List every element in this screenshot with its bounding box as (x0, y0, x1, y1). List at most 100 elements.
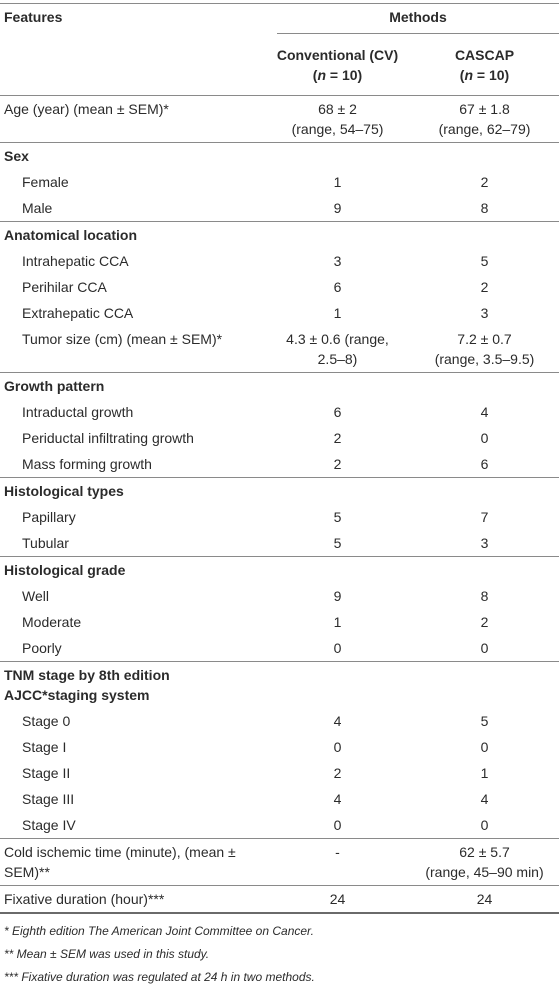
methods-header: Methods (265, 3, 559, 37)
table-row: Stage 0 4 5 (0, 708, 559, 734)
label-line: Perihilar CCA (22, 279, 107, 295)
table-row: Intraductal growth 6 4 (0, 399, 559, 425)
column-n: (n = 10) (265, 65, 410, 85)
column-header-row: Conventional (CV) (n = 10) CASCAP (n = 10) (0, 37, 559, 96)
footnote: *** Fixative duration was regulated at 2… (4, 970, 315, 984)
row-label: Tumor size (cm) (mean ± SEM)* (0, 326, 265, 373)
value-cell (410, 477, 559, 504)
table-row: Stage I 0 0 (0, 734, 559, 760)
row-label: Growth pattern (0, 372, 265, 399)
value-cell: 0 (410, 635, 559, 662)
value-cell (265, 372, 410, 399)
value-line: 1 (333, 305, 342, 321)
n-var: n (464, 67, 474, 83)
value-line: - (335, 844, 340, 860)
column-name: Conventional (CV) (276, 47, 399, 63)
value-cell (265, 661, 410, 708)
value-cell: 62 ± 5.7 (range, 45–90 min) (410, 838, 559, 886)
value-cell: 9 (265, 583, 410, 609)
value-cell: 2 (265, 425, 410, 451)
table-row: Stage IV 0 0 (0, 812, 559, 839)
value-line: 4 (333, 713, 342, 729)
table-row: Well 9 8 (0, 583, 559, 609)
table-row: Poorly 0 0 (0, 635, 559, 662)
value-line: 67 ± 1.8 (459, 101, 510, 117)
column-header: Conventional (CV) (n = 10) (265, 37, 410, 96)
value-cell: 2 (410, 169, 559, 195)
label-line: Tubular (22, 535, 69, 551)
label-line: Periductal infiltrating growth (22, 430, 194, 446)
n-rest: = 10) (473, 67, 510, 83)
row-label: Histological types (0, 477, 265, 504)
value-cell: 1 (265, 609, 410, 635)
label-line: Mass forming growth (22, 456, 152, 472)
value-line: 62 ± 5.7 (459, 844, 510, 860)
value-line: 0 (333, 817, 342, 833)
value-cell (410, 372, 559, 399)
value-cell: 0 (410, 734, 559, 760)
value-line: 24 (329, 891, 346, 907)
table-body: Age (year) (mean ± SEM)* 68 ± 2 (range, 54… (0, 95, 559, 914)
value-line: 3 (333, 253, 342, 269)
value-cell: 5 (410, 248, 559, 274)
row-label: Poorly (0, 635, 265, 662)
table-row: Male 9 8 (0, 195, 559, 222)
table-row: Papillary 5 7 (0, 504, 559, 530)
value-cell: 4 (410, 786, 559, 812)
label-line: Age (year) (mean ± SEM)* (4, 101, 169, 117)
row-label: Well (0, 583, 265, 609)
table-row: Histological grade (0, 556, 559, 583)
row-label: Stage 0 (0, 708, 265, 734)
table-row: Histological types (0, 477, 559, 504)
label-line: Stage I (22, 739, 67, 755)
footnote: * Eighth edition The American Joint Comm… (4, 924, 314, 938)
value-line: 3 (480, 305, 489, 321)
label-line: Growth pattern (4, 378, 105, 394)
value-cell: 1 (265, 169, 410, 195)
table-row: Stage II 2 1 (0, 760, 559, 786)
value-line: 0 (480, 817, 489, 833)
value-line: 2 (333, 765, 342, 781)
value-cell: 3 (410, 300, 559, 326)
label-line: Extrahepatic CCA (22, 305, 134, 321)
value-line: 0 (480, 640, 489, 656)
value-cell: 4 (410, 399, 559, 425)
value-cell: 5 (410, 708, 559, 734)
label-line: Sex (4, 148, 29, 164)
value-line: 4 (480, 404, 489, 420)
label-line: Well (22, 588, 49, 604)
value-line: 9 (333, 588, 342, 604)
row-label: Extrahepatic CCA (0, 300, 265, 326)
value-line: (range, 3.5–9.5) (434, 351, 535, 367)
value-cell: 68 ± 2 (range, 54–75) (265, 95, 410, 143)
value-cell: 8 (410, 195, 559, 222)
table-row: Anatomical location (0, 221, 559, 248)
value-cell: 3 (410, 530, 559, 557)
label-line: Fixative duration (hour)*** (4, 891, 165, 907)
row-label: Anatomical location (0, 221, 265, 248)
label-line: TNM stage by 8th edition AJCC*staging sy… (4, 667, 170, 703)
value-line: 5 (480, 253, 489, 269)
value-cell: 5 (265, 530, 410, 557)
value-cell: - (265, 838, 410, 886)
data-table: Features Methods Conventional (CV) (n = 1… (0, 3, 559, 914)
value-line: (range, 45–90 min) (425, 864, 544, 880)
value-line: 68 ± 2 (318, 101, 357, 117)
value-line: (range, 62–79) (438, 121, 531, 137)
table-row: Perihilar CCA 6 2 (0, 274, 559, 300)
value-cell: 7 (410, 504, 559, 530)
value-line: 1 (333, 174, 342, 190)
methods-label: Methods (277, 7, 559, 34)
value-cell: 4 (265, 786, 410, 812)
value-cell: 3 (265, 248, 410, 274)
row-label: Age (year) (mean ± SEM)* (0, 95, 265, 143)
value-cell: 0 (410, 812, 559, 839)
value-line: 1 (333, 614, 342, 630)
value-line: 2 (480, 279, 489, 295)
value-line: 4.3 ± 0.6 (range, (286, 331, 389, 347)
value-cell: 67 ± 1.8 (range, 62–79) (410, 95, 559, 143)
value-cell: 6 (265, 399, 410, 425)
row-label: Mass forming growth (0, 451, 265, 478)
value-cell: 24 (410, 885, 559, 914)
